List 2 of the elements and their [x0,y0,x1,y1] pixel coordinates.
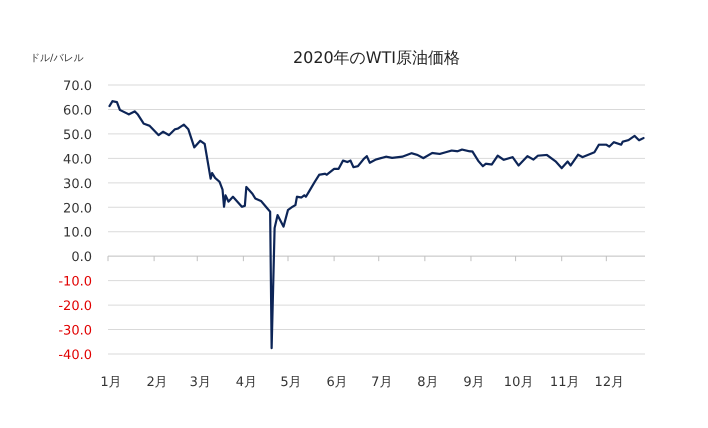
ylabel: ドル/バレル [30,53,84,64]
title: 2020年のWTI原油価格 [292,48,460,67]
